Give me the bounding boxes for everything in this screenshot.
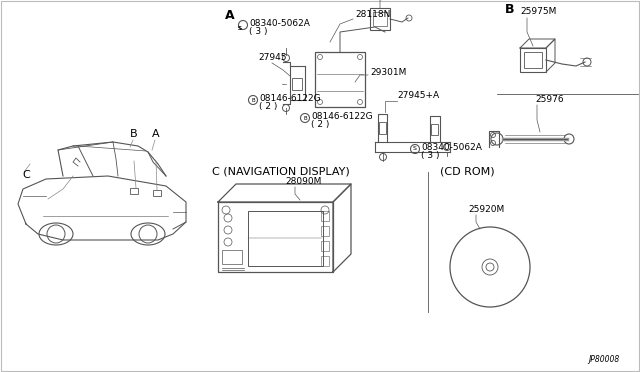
Text: B: B — [505, 3, 515, 16]
Text: ( 2 ): ( 2 ) — [259, 102, 277, 111]
Text: B: B — [251, 97, 255, 103]
Bar — [321, 211, 329, 221]
Text: 29301M: 29301M — [370, 68, 406, 77]
Text: 08340-5062A: 08340-5062A — [421, 143, 482, 152]
Bar — [379, 122, 386, 134]
Text: C: C — [22, 170, 29, 180]
Bar — [130, 188, 138, 194]
Bar — [373, 12, 387, 26]
Text: ( 3 ): ( 3 ) — [421, 151, 440, 160]
Text: 08146-6122G: 08146-6122G — [259, 94, 321, 103]
Bar — [222, 250, 242, 264]
Bar — [292, 78, 302, 90]
Text: 25975M: 25975M — [520, 7, 556, 16]
Text: C (NAVIGATION DISPLAY): C (NAVIGATION DISPLAY) — [212, 166, 349, 176]
Text: 28090M: 28090M — [285, 177, 321, 186]
Bar — [520, 48, 546, 72]
Bar — [248, 211, 323, 266]
Bar — [321, 256, 329, 266]
Bar — [321, 241, 329, 251]
Text: 27945+A: 27945+A — [397, 91, 439, 100]
Text: ( 3 ): ( 3 ) — [249, 27, 268, 36]
Text: 27945: 27945 — [258, 53, 287, 62]
Bar — [524, 52, 542, 68]
Text: S: S — [413, 147, 417, 151]
Text: 25920M: 25920M — [468, 205, 504, 214]
Text: A: A — [152, 129, 159, 139]
Text: (CD ROM): (CD ROM) — [440, 166, 495, 176]
Bar — [315, 52, 365, 107]
Bar — [153, 190, 161, 196]
Bar — [431, 124, 438, 135]
Text: 25976: 25976 — [535, 95, 564, 104]
Text: ( 2 ): ( 2 ) — [311, 120, 330, 129]
Text: B: B — [303, 115, 307, 121]
Bar — [370, 8, 390, 30]
Text: A: A — [225, 9, 235, 22]
Bar — [218, 202, 333, 272]
Text: 08146-6122G: 08146-6122G — [311, 112, 372, 121]
Text: B: B — [130, 129, 138, 139]
Text: 28118N: 28118N — [355, 10, 390, 19]
Text: S: S — [238, 26, 242, 31]
Text: JP80008: JP80008 — [588, 355, 620, 364]
Bar — [321, 226, 329, 236]
Text: S: S — [238, 26, 242, 31]
Text: 08340-5062A: 08340-5062A — [249, 19, 310, 28]
